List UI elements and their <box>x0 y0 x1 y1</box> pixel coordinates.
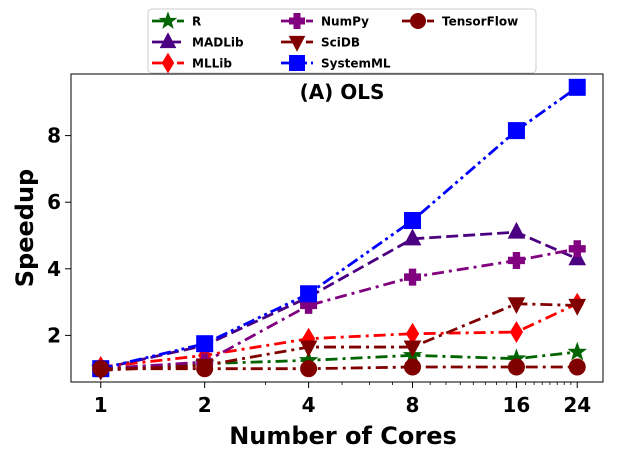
data-point <box>289 13 305 29</box>
data-point <box>509 321 524 344</box>
legend-label: NumPy <box>321 15 369 29</box>
x-tick-label: 1 <box>94 393 108 417</box>
legend-box <box>147 8 537 74</box>
x-tick-label: 16 <box>503 393 531 417</box>
y-tick-label: 6 <box>47 190 61 214</box>
data-point <box>404 268 422 286</box>
data-point <box>158 11 178 29</box>
legend: R MADLib MLLib NumPy SciDB SystemML TensorFlow <box>147 8 537 74</box>
legend-item: NumPy <box>281 13 369 29</box>
plot-area <box>70 73 604 383</box>
data-point <box>567 341 588 361</box>
y-axis-label: Speedup <box>11 169 39 287</box>
legend-item: SciDB <box>281 35 360 52</box>
data-point <box>196 360 214 378</box>
legend-label: SystemML <box>321 57 391 71</box>
data-point <box>568 358 586 376</box>
chart-title: (A) OLS <box>300 80 385 104</box>
data-point <box>161 52 175 74</box>
data-point <box>404 358 422 376</box>
series-line <box>100 302 578 369</box>
series-tensorflow <box>92 358 586 378</box>
data-point <box>404 212 422 230</box>
x-tick-label: 4 <box>302 393 316 417</box>
y-tick-label: 2 <box>47 323 61 347</box>
legend-item: R <box>152 11 201 29</box>
data-point <box>288 35 306 52</box>
series-line <box>100 86 579 371</box>
data-point <box>507 358 525 376</box>
x-tick-label: 2 <box>198 393 212 417</box>
legend-label: MADLib <box>192 36 244 50</box>
legend-item: MADLib <box>152 32 244 50</box>
series-line <box>100 247 578 371</box>
legend-item: TensorFlow <box>402 13 518 29</box>
data-point <box>568 240 586 258</box>
legend-label: TensorFlow <box>442 15 518 29</box>
series-layer <box>90 78 588 381</box>
legend-label: SciDB <box>321 36 360 50</box>
legend-label: MLLib <box>192 57 232 71</box>
data-point <box>299 340 318 358</box>
data-point <box>159 32 177 49</box>
y-tick-label: 4 <box>47 257 61 281</box>
data-point <box>507 122 525 140</box>
series-line <box>100 230 578 371</box>
x-axis-label: Number of Cores <box>229 422 457 450</box>
data-point <box>568 298 587 316</box>
data-point <box>289 55 305 71</box>
x-tick-label: 24 <box>563 393 591 417</box>
y-tick-label: 8 <box>47 124 61 148</box>
legend-label: R <box>192 15 201 29</box>
data-point <box>403 340 422 358</box>
data-point <box>507 251 525 269</box>
series-line <box>100 302 578 372</box>
data-point <box>300 360 318 378</box>
data-point <box>403 228 422 246</box>
series-line <box>100 365 578 371</box>
data-point <box>568 78 586 96</box>
data-point <box>196 335 214 353</box>
data-point <box>300 285 318 303</box>
data-point <box>507 221 526 239</box>
legend-item: SystemML <box>281 55 391 71</box>
data-point <box>410 13 426 29</box>
x-tick-label: 8 <box>406 393 420 417</box>
data-point <box>92 360 110 378</box>
legend-item: MLLib <box>152 52 232 74</box>
data-point <box>507 297 526 315</box>
